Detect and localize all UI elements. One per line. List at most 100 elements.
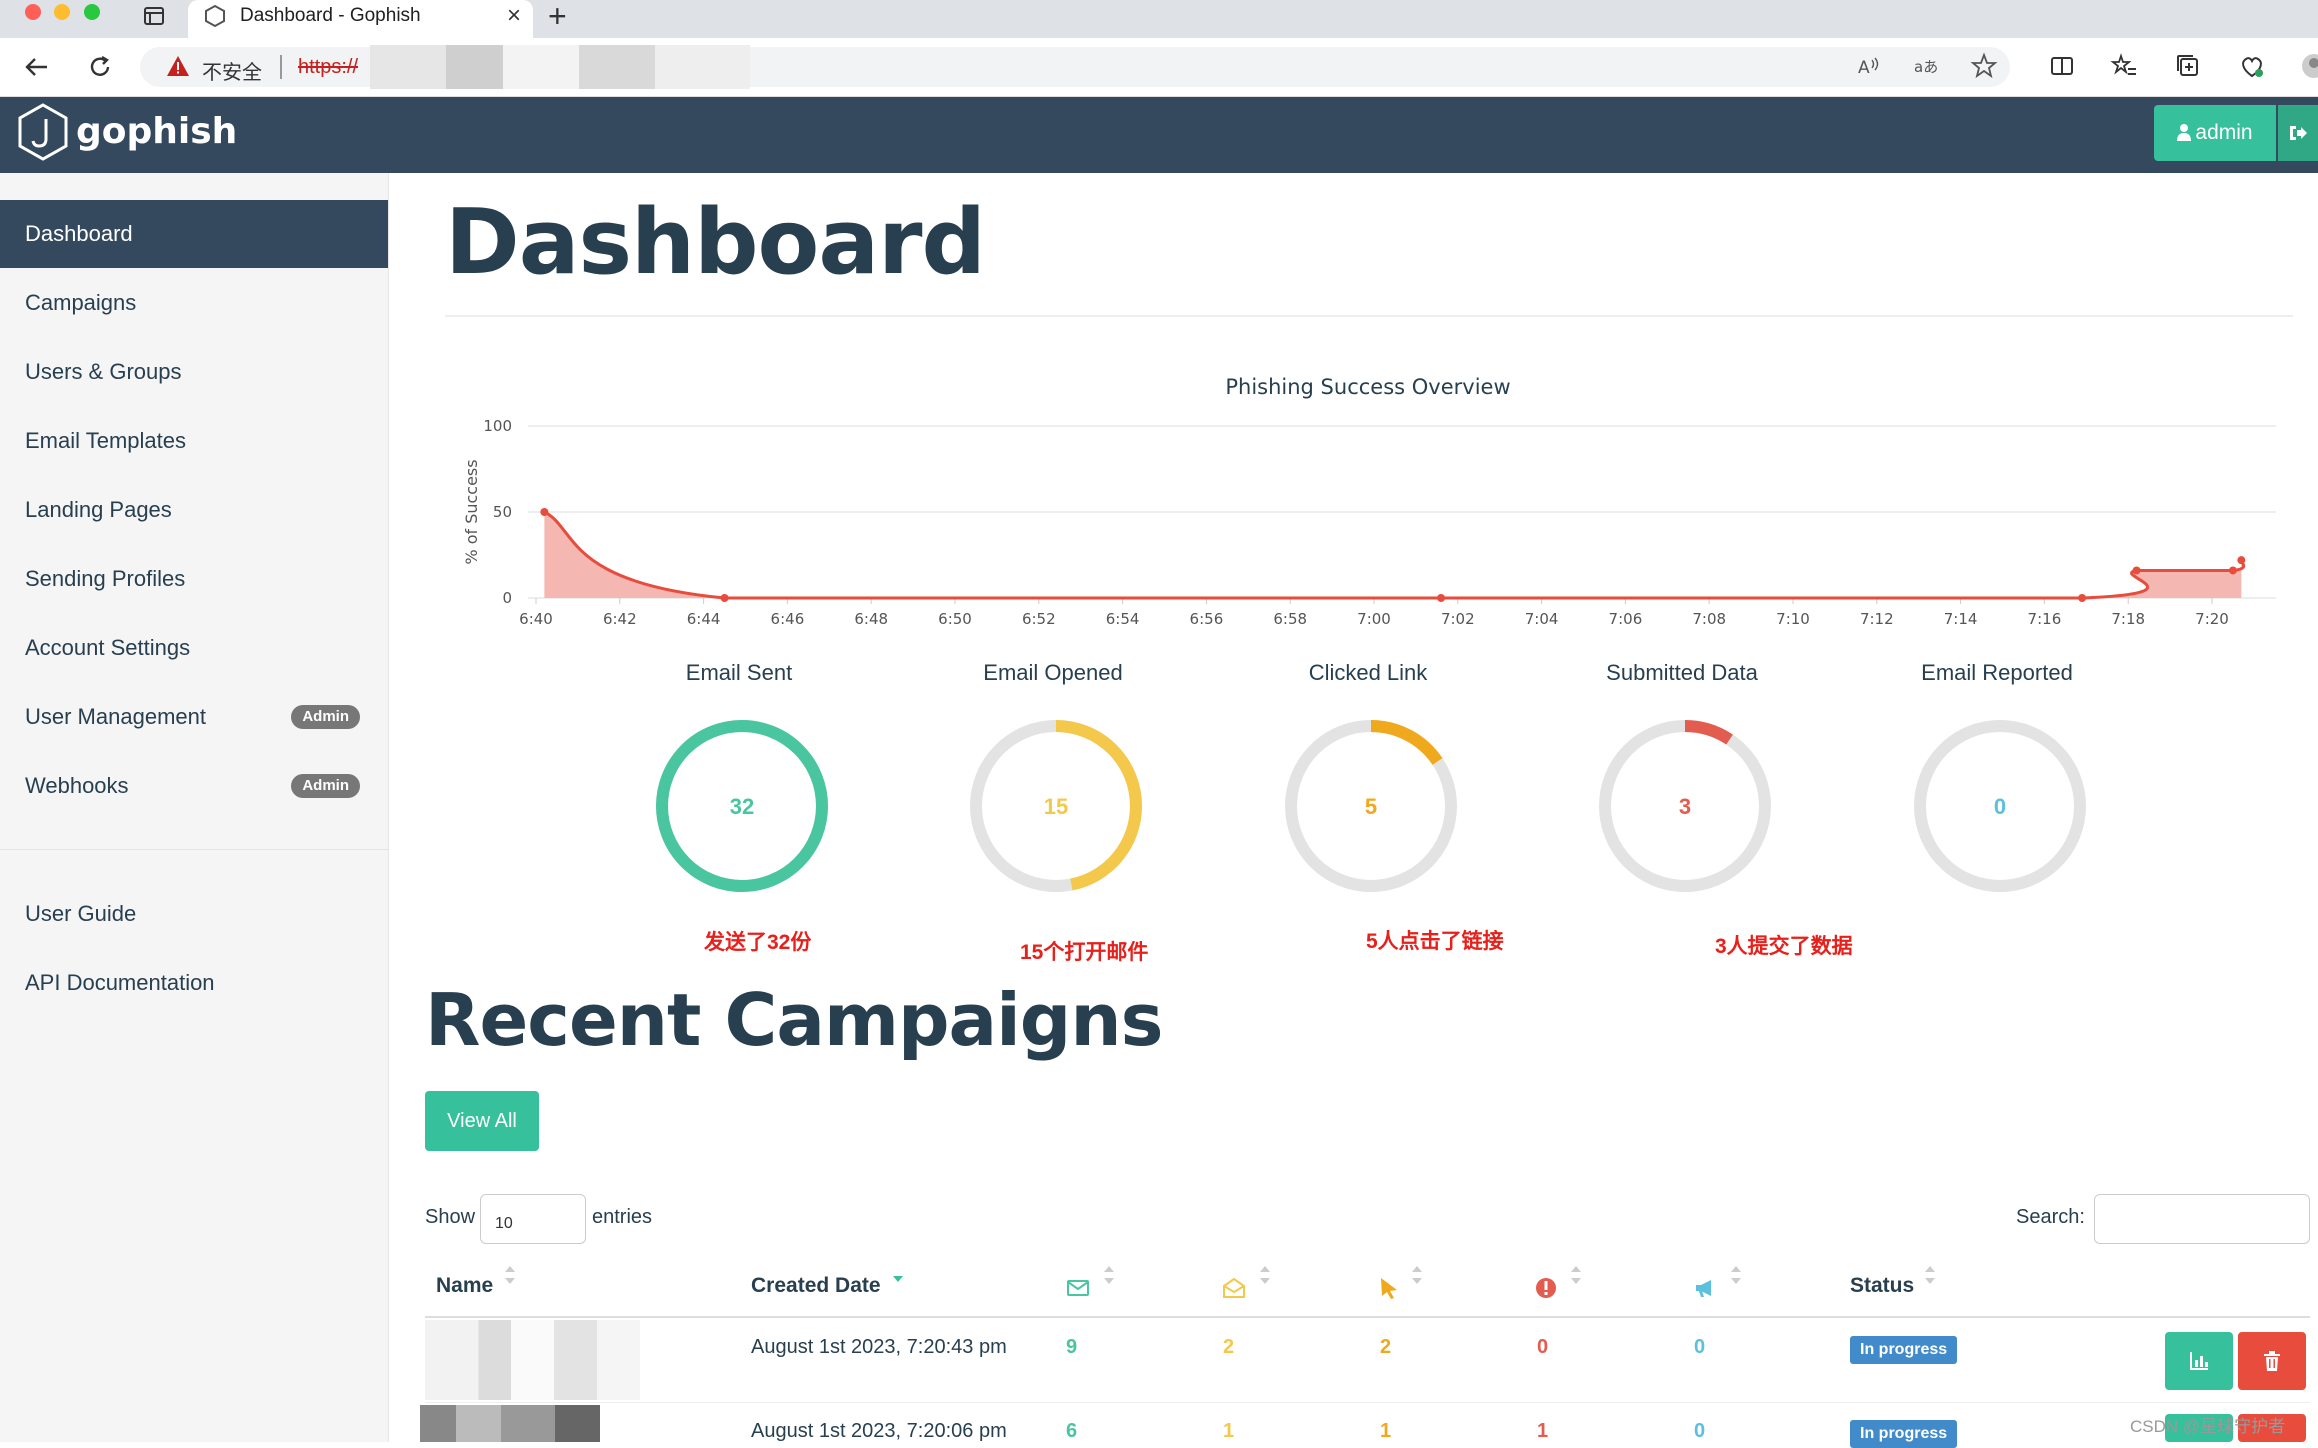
sidebar-item-sending-profiles[interactable]: Sending Profiles bbox=[0, 545, 388, 613]
chart-x-tick-label: 7:02 bbox=[1441, 610, 1475, 628]
sort-desc-icon[interactable] bbox=[891, 1272, 905, 1294]
user-menu-label: admin bbox=[2195, 121, 2253, 144]
envelope-open-icon[interactable] bbox=[1222, 1276, 1246, 1300]
donut-value: 0 bbox=[1994, 794, 2006, 819]
sort-icon[interactable] bbox=[1258, 1264, 1272, 1286]
sidebar-item-campaigns[interactable]: Campaigns bbox=[0, 269, 388, 337]
gophish-logo-icon[interactable] bbox=[16, 101, 70, 163]
sidebar-item-api-documentation[interactable]: API Documentation bbox=[0, 949, 388, 1017]
donut-track bbox=[1914, 720, 2086, 892]
redacted-campaign-name[interactable] bbox=[420, 1405, 600, 1442]
chart-x-tick-label: 7:12 bbox=[1860, 610, 1894, 628]
sort-icon[interactable] bbox=[1410, 1264, 1424, 1286]
search-label: Search: bbox=[2016, 1206, 2085, 1228]
envelope-icon[interactable] bbox=[1066, 1276, 1090, 1300]
column-header-created-date[interactable]: Created Date bbox=[751, 1274, 881, 1297]
chart-x-tick-label: 6:56 bbox=[1190, 610, 1224, 628]
reported-count: 0 bbox=[1694, 1420, 1706, 1442]
delete-campaign-button[interactable] bbox=[2238, 1414, 2306, 1442]
annotation-submitted: 3人提交了数据 bbox=[1715, 935, 1853, 958]
minimize-window-button[interactable] bbox=[54, 4, 70, 20]
donut-chart[interactable]: 15 bbox=[968, 718, 1144, 894]
split-screen-icon[interactable] bbox=[2048, 52, 2076, 80]
sidebar-item-account-settings[interactable]: Account Settings bbox=[0, 614, 388, 682]
phishing-success-chart: Phishing Success Overview % of Success 0… bbox=[462, 375, 2276, 628]
donut-value: 3 bbox=[1679, 794, 1691, 819]
sort-icon[interactable] bbox=[1569, 1264, 1583, 1286]
logout-button[interactable] bbox=[2278, 105, 2318, 161]
sort-icon[interactable] bbox=[1729, 1264, 1743, 1286]
search-input[interactable] bbox=[2094, 1194, 2310, 1244]
sidebar-item-user-management[interactable]: User Management Admin bbox=[0, 683, 388, 751]
redacted-campaign-name[interactable] bbox=[425, 1320, 640, 1400]
chart-data-point[interactable] bbox=[720, 594, 729, 602]
close-window-button[interactable] bbox=[25, 4, 41, 20]
annotation-opened: 15个打开邮件 bbox=[1020, 941, 1149, 964]
read-aloud-icon[interactable]: A bbox=[1854, 52, 1882, 80]
donut-value: 5 bbox=[1365, 794, 1377, 819]
chart-x-tick-label: 7:16 bbox=[2028, 610, 2062, 628]
donut-arc bbox=[1599, 720, 1771, 892]
reload-icon[interactable] bbox=[85, 52, 115, 82]
chart-x-tick-label: 6:40 bbox=[519, 610, 553, 628]
browser-essentials-icon[interactable] bbox=[2238, 52, 2266, 80]
delete-campaign-button[interactable] bbox=[2238, 1332, 2306, 1390]
url-input[interactable]: 不安全 https:// bbox=[140, 45, 2010, 89]
user-menu-button[interactable]: admin bbox=[2154, 105, 2276, 161]
tab-actions-icon[interactable] bbox=[140, 2, 168, 30]
brand-name[interactable]: gophish bbox=[76, 111, 238, 152]
exclamation-circle-icon[interactable] bbox=[1534, 1276, 1558, 1300]
sidebar-item-landing-pages[interactable]: Landing Pages bbox=[0, 476, 388, 544]
maximize-window-button[interactable] bbox=[84, 4, 100, 20]
donut-chart[interactable]: 3 bbox=[1597, 718, 1773, 894]
entries-label: entries bbox=[592, 1206, 653, 1228]
stat-label: Submitted Data bbox=[1606, 660, 1758, 685]
chart-y-tick-label: 0 bbox=[502, 589, 512, 607]
view-all-button[interactable]: View All bbox=[425, 1091, 539, 1151]
collections-icon[interactable] bbox=[2174, 52, 2202, 80]
sidebar-item-webhooks[interactable]: Webhooks Admin bbox=[0, 752, 388, 820]
bar-chart-icon bbox=[2190, 1352, 2208, 1370]
security-status[interactable]: 不安全 bbox=[202, 62, 262, 84]
created-date-cell: August 1st 2023, 7:20:43 pm bbox=[751, 1336, 1007, 1358]
chart-data-point[interactable] bbox=[2228, 566, 2237, 575]
chart-data-point[interactable] bbox=[2078, 594, 2087, 602]
sidebar-item-label: Dashboard bbox=[25, 221, 133, 246]
chart-data-point[interactable] bbox=[2132, 566, 2141, 575]
sort-icon[interactable] bbox=[1923, 1264, 1937, 1286]
back-icon[interactable] bbox=[22, 52, 52, 82]
column-header-name[interactable]: Name bbox=[436, 1274, 494, 1297]
close-tab-icon[interactable]: × bbox=[506, 2, 521, 29]
view-results-button[interactable] bbox=[2165, 1332, 2233, 1390]
donut-chart[interactable]: 5 bbox=[1283, 718, 1459, 894]
warning-icon[interactable] bbox=[166, 55, 190, 77]
view-results-button[interactable] bbox=[2165, 1414, 2233, 1442]
sidebar-item-users-groups[interactable]: Users & Groups bbox=[0, 338, 388, 406]
browser-tab[interactable]: Dashboard - Gophish × bbox=[188, 0, 533, 38]
favorites-icon[interactable] bbox=[2110, 52, 2138, 80]
chart-data-point[interactable] bbox=[540, 508, 549, 516]
chart-series-line bbox=[543, 510, 2246, 600]
donut-chart[interactable]: 0 bbox=[1912, 718, 2088, 894]
status-badge: In progress bbox=[1850, 1420, 1958, 1448]
new-tab-icon[interactable]: + bbox=[548, 0, 567, 34]
column-header-status[interactable]: Status bbox=[1850, 1274, 1915, 1297]
chart-x-tick-label: 7:00 bbox=[1357, 610, 1391, 628]
sort-icon[interactable] bbox=[503, 1264, 517, 1286]
chart-data-point[interactable] bbox=[1437, 594, 1446, 602]
donut-value: 32 bbox=[730, 794, 754, 819]
translate-icon[interactable]: aあ bbox=[1912, 52, 1940, 80]
sidebar-item-email-templates[interactable]: Email Templates bbox=[0, 407, 388, 475]
bullhorn-icon[interactable] bbox=[1693, 1276, 1717, 1300]
pointer-icon[interactable] bbox=[1377, 1276, 1401, 1300]
profile-avatar-icon[interactable] bbox=[2300, 52, 2318, 80]
sort-icon[interactable] bbox=[1102, 1264, 1116, 1286]
chart-data-point[interactable] bbox=[2237, 556, 2246, 565]
sidebar-item-user-guide[interactable]: User Guide bbox=[0, 880, 388, 948]
donut-arc bbox=[656, 720, 828, 892]
page-length-select[interactable]: 10 bbox=[480, 1194, 586, 1244]
sidebar-item-dashboard[interactable]: Dashboard bbox=[0, 200, 388, 268]
favorite-star-icon[interactable] bbox=[1970, 52, 1998, 80]
chart-x-tick-label: 6:52 bbox=[1022, 610, 1056, 628]
donut-chart[interactable]: 32 bbox=[654, 718, 830, 894]
